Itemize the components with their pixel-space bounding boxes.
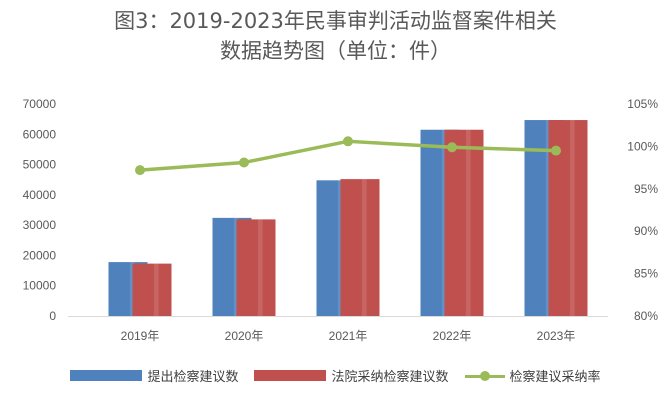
right-axis-tick-label: 90% [634,224,658,238]
bar-adopted [236,219,276,316]
left-axis-tick-label: 20000 [23,248,57,262]
rate-point [343,136,353,147]
combo-chart: 0 10000 20000 30000 40000 50000 60000 70000 80% 8… [23,97,659,343]
bar-highlight [233,217,239,316]
chart-title-line-1: 图3：2019-2023年民事审判活动监督案件相关 [114,9,557,33]
bar-highlight [153,263,159,316]
bar-highlight [257,219,263,316]
legend-item-rate: 检察建议采纳率 [464,366,601,385]
category-label: 2019年 [121,329,160,343]
right-axis-tick-label: 95% [634,182,658,196]
bar-highlight [361,179,367,316]
chart-title: 图3：2019-2023年民事审判活动监督案件相关 数据趋势图（单位：件） [0,6,671,66]
bar-adopted [340,179,380,316]
legend-swatch-adopted [254,370,327,381]
rate-point [551,145,561,156]
legend-label-rate: 检察建议采纳率 [509,370,601,385]
left-axis-tick-label: 0 [49,309,56,323]
left-axis-tick-label: 60000 [23,127,57,141]
category-label: 2021年 [329,329,368,343]
right-axis-tick-label: 80% [634,309,658,323]
rate-point [135,165,145,176]
chart-title-line-2: 数据趋势图（单位：件） [220,39,451,63]
bar-highlight [465,129,471,316]
legend: 提出检察建议数 法院采纳检察建议数 检察建议采纳率 [0,366,671,385]
bar-adopted [132,263,172,316]
rate-point [447,142,457,153]
bar-highlight [129,262,135,316]
bar-adopted [444,129,484,316]
bars [108,120,588,317]
legend-item-proposals: 提出检察建议数 [70,366,238,385]
left-axis-tick-label: 50000 [23,158,57,172]
legend-swatch-rate [464,370,505,382]
legend-label-proposals: 提出检察建议数 [147,370,239,385]
right-axis-tick-label: 85% [634,267,658,281]
rate-point [239,157,249,168]
legend-item-adopted: 法院采纳检察建议数 [254,366,449,385]
left-axis-tick-label: 30000 [23,218,57,232]
bar-highlight [441,129,447,316]
left-axis-tick-label: 10000 [23,279,57,293]
left-axis-tick-label: 70000 [23,97,57,111]
bar-highlight [337,180,343,316]
axes: 0 10000 20000 30000 40000 50000 60000 70000 80% 8… [23,97,659,343]
rate-line [135,136,561,176]
right-axis-tick-label: 100% [627,139,658,153]
category-label: 2020年 [225,329,264,343]
bar-highlight [545,120,551,317]
category-label: 2022年 [433,329,472,343]
legend-swatch-proposals [70,370,143,381]
right-axis-tick-label: 105% [627,97,658,111]
legend-label-adopted: 法院采纳检察建议数 [331,370,449,385]
category-label: 2023年 [537,329,576,343]
bar-highlight [569,120,575,317]
left-axis-tick-label: 40000 [23,188,57,202]
